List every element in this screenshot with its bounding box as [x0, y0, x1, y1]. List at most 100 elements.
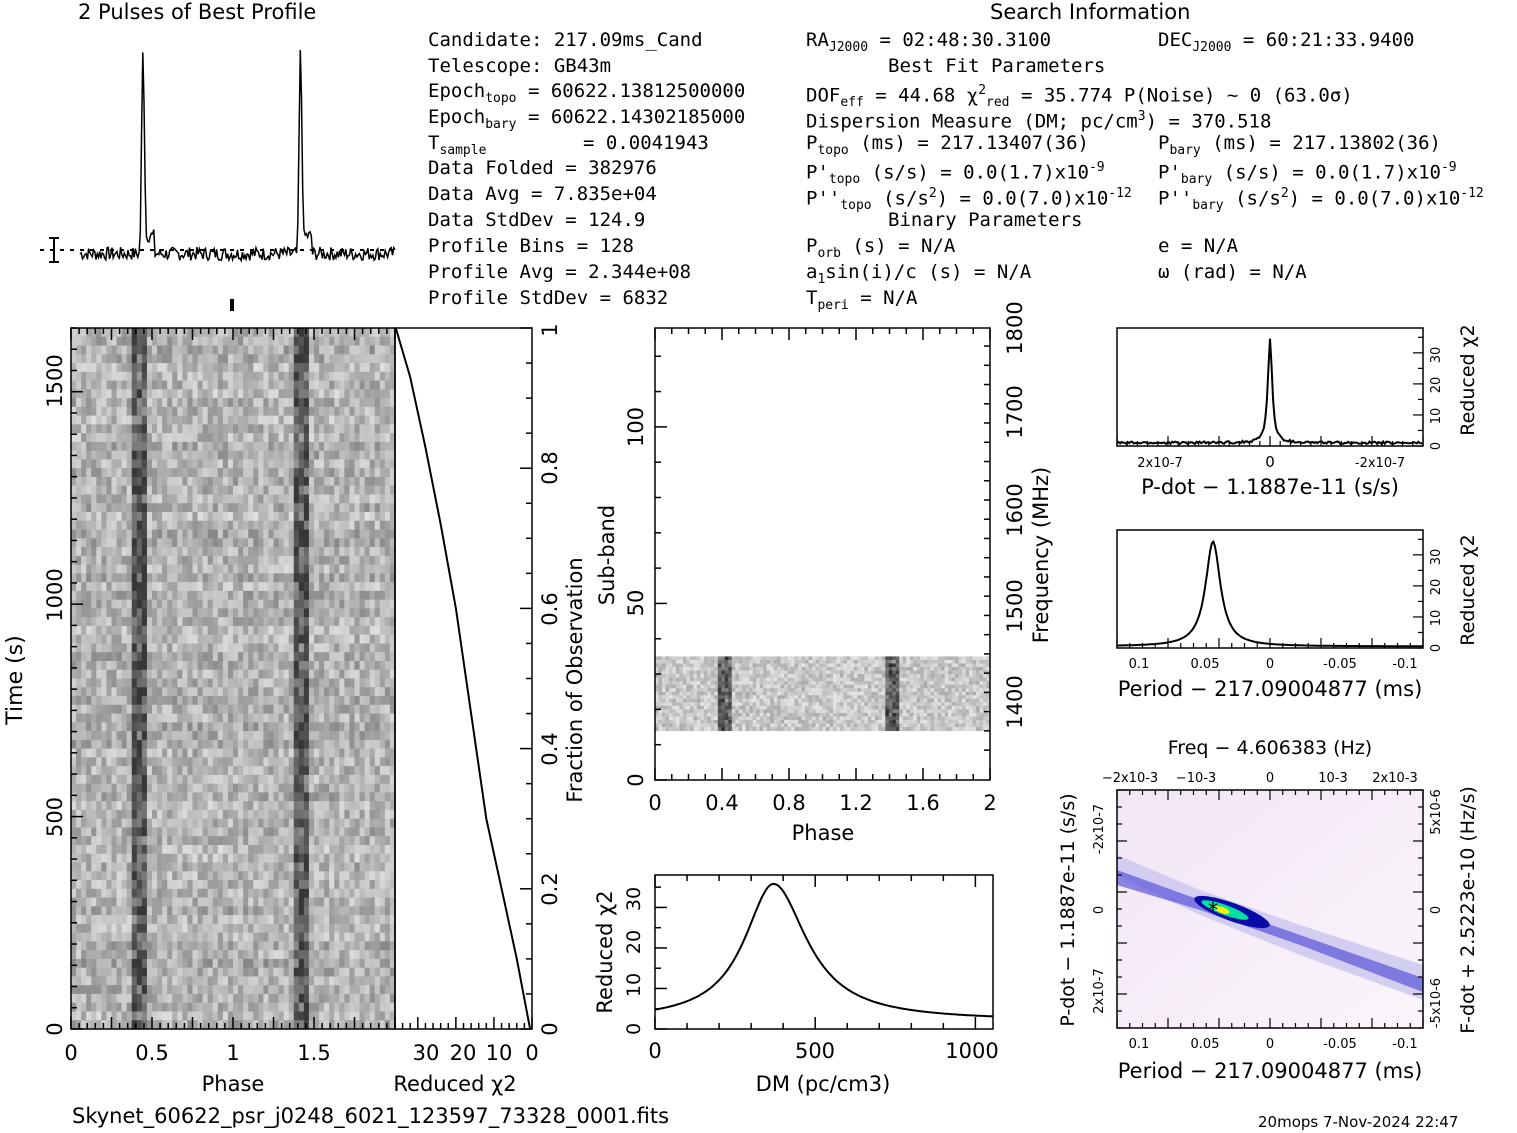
tp-cell — [334, 415, 340, 425]
tp-cell — [96, 801, 102, 811]
tp-cell — [192, 696, 199, 706]
tp-cell — [268, 958, 274, 969]
tp-cell — [187, 669, 193, 679]
tp-cell — [319, 713, 325, 723]
tp-cell — [182, 389, 188, 399]
tp-cell — [81, 608, 87, 618]
tp-cell — [167, 371, 173, 382]
tp-cell — [273, 389, 280, 399]
tp-cell — [197, 555, 204, 566]
tp-cell — [91, 809, 97, 820]
tp-cell — [131, 678, 138, 688]
tp-cell — [374, 643, 381, 653]
tp-cell — [207, 468, 214, 478]
tp-cell — [248, 731, 254, 741]
tp-cell — [324, 801, 330, 811]
tp-cell — [157, 468, 163, 478]
tp-cell — [162, 520, 168, 531]
tp-cell — [167, 564, 173, 574]
tp-cell — [273, 774, 280, 785]
tp-cell — [162, 433, 168, 443]
tp-cell — [71, 985, 77, 995]
tp-cell — [273, 739, 280, 750]
tp-cell — [273, 363, 280, 373]
tp-cell — [126, 389, 133, 399]
tp-cell — [136, 897, 143, 907]
tp-cell — [106, 915, 112, 925]
tp-cell — [303, 941, 310, 951]
tp-cell — [303, 739, 310, 750]
tp-cell — [197, 450, 204, 460]
tp-cell — [258, 520, 264, 531]
tp-cell — [364, 801, 371, 811]
tp-cell — [248, 722, 254, 732]
tp-cell — [101, 354, 107, 364]
tp-cell — [238, 415, 244, 425]
tp-cell — [288, 450, 295, 460]
tp-cell — [268, 468, 274, 478]
tp-cell — [314, 853, 320, 864]
tp-cell — [162, 783, 168, 793]
tp-cell — [364, 687, 371, 697]
tp-cell — [172, 328, 178, 338]
tp-cell — [152, 459, 158, 469]
tp-cell — [167, 652, 173, 662]
tp-cell — [217, 687, 224, 697]
tp-cell — [222, 336, 229, 347]
tp-cell — [121, 941, 128, 951]
tp-cell — [324, 371, 330, 382]
tp-cell — [263, 985, 269, 995]
tp-cell — [308, 608, 315, 618]
tp-cell — [162, 923, 168, 934]
tp-cell — [354, 389, 361, 399]
tp-cell — [349, 608, 355, 618]
tp-cell — [303, 792, 310, 802]
tp-cell — [76, 827, 82, 837]
tp-cell — [76, 643, 82, 653]
tp-cell — [197, 853, 204, 864]
tp-cell — [233, 757, 239, 767]
tp-cell — [227, 608, 234, 618]
tp-cell — [359, 625, 366, 636]
tp-cell — [329, 880, 335, 890]
tp-cell — [101, 512, 107, 522]
tp-cell — [268, 915, 274, 925]
tp-cell — [96, 731, 102, 741]
tp-cell — [177, 328, 183, 338]
tp-cell — [354, 827, 361, 837]
tp-cell — [157, 599, 163, 609]
tp-cell — [76, 529, 82, 539]
tp-cell — [217, 923, 224, 934]
tp-cell — [238, 888, 244, 899]
tp-cell — [298, 424, 305, 434]
tp-cell — [141, 669, 148, 679]
tp-cell — [344, 555, 350, 566]
tp-cell — [106, 827, 112, 837]
tp-cell — [298, 722, 305, 732]
tp-cell — [86, 958, 92, 969]
tp-cell — [374, 573, 381, 583]
tp-cell — [141, 739, 148, 750]
tp-cell — [76, 547, 82, 557]
tp-cell — [81, 503, 87, 513]
tp-cell — [369, 731, 376, 741]
tp-cell — [384, 354, 391, 364]
tp-cell — [76, 888, 82, 899]
tp-cell — [162, 880, 168, 890]
tp-cell — [71, 564, 77, 574]
tp-cell — [233, 389, 239, 399]
tp-cell — [258, 582, 264, 592]
tp-cell — [339, 415, 345, 425]
tp-cell — [91, 494, 97, 504]
tp-cell — [126, 669, 133, 679]
tp-cell — [339, 880, 345, 890]
tp-cell — [319, 950, 325, 960]
time-phase-plot: 0 0.5 1 1.5 Phase 0 500 1000 1500 Time (… — [3, 327, 396, 1096]
tp-cell — [243, 512, 249, 522]
tp-cell — [384, 433, 391, 443]
tp-cell — [207, 880, 214, 890]
tp-cell — [379, 687, 386, 697]
tp-cell — [379, 766, 386, 776]
tp-cell — [222, 932, 229, 942]
tp-cell — [293, 923, 300, 934]
